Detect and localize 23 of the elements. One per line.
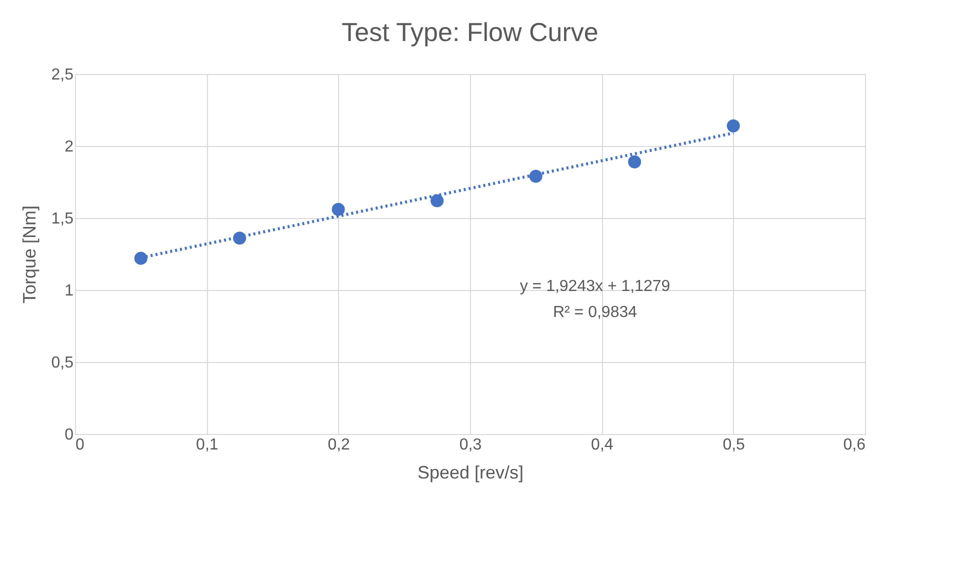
y-tick-label: 0,5 xyxy=(51,354,74,372)
y-axis-title: Torque [Nm] xyxy=(19,205,40,304)
chart-title: Test Type: Flow Curve xyxy=(342,17,598,47)
x-tick-label: 0,1 xyxy=(196,436,218,454)
annotation: y = 1,9243x + 1,1279 xyxy=(520,278,670,295)
point xyxy=(726,119,740,132)
point xyxy=(529,170,542,183)
point xyxy=(430,194,444,208)
point xyxy=(332,202,345,216)
y-tick-label: 2 xyxy=(64,138,74,156)
point xyxy=(628,155,642,168)
point xyxy=(134,252,148,265)
x-tick-label: 0,3 xyxy=(459,436,482,454)
x-axis-title: Speed [rev/s] xyxy=(417,462,524,482)
x-tick-label: 0,2 xyxy=(328,436,350,454)
x-tick-label: 0,5 xyxy=(722,436,746,454)
x-tick-label: 0 xyxy=(76,436,84,454)
annotation: R² = 0,9834 xyxy=(552,304,638,321)
y-tick-label: 2,5 xyxy=(51,66,74,84)
y-tick-label: 1,5 xyxy=(51,210,74,228)
x-tick-label: 0,4 xyxy=(591,436,614,454)
y-tick-label: 1 xyxy=(64,282,74,300)
x-tick-label: 0,6 xyxy=(843,436,866,454)
